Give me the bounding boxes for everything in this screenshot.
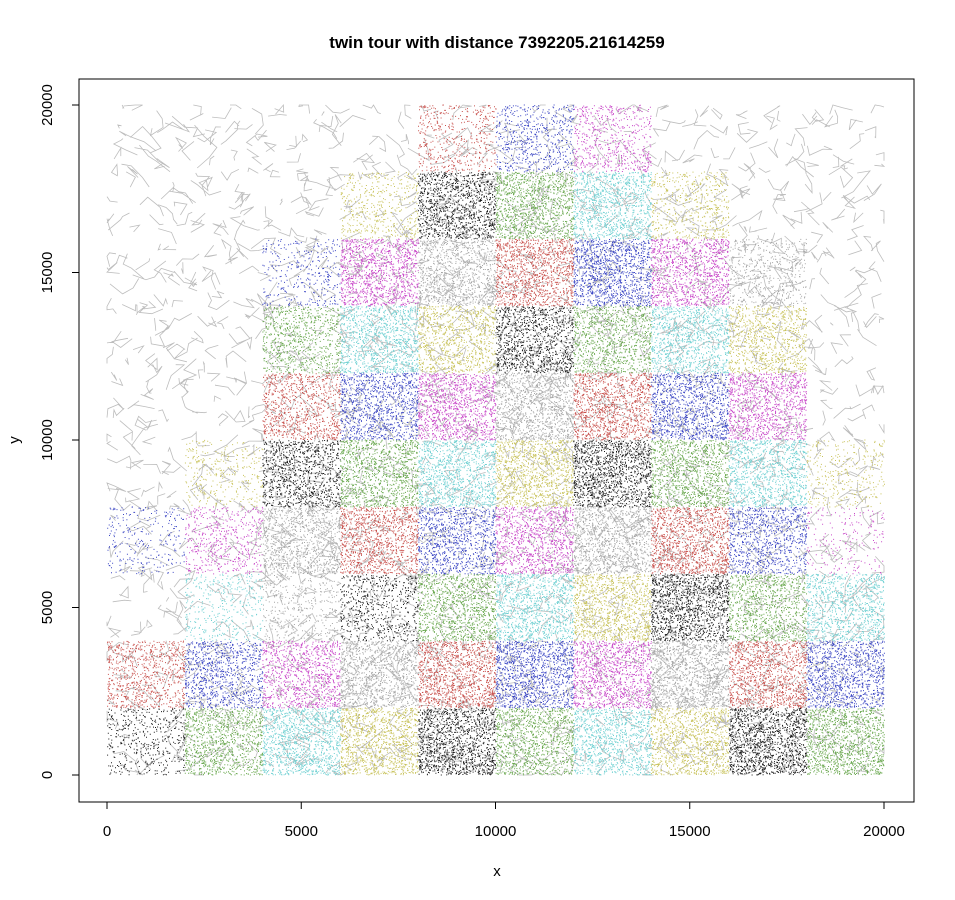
y-tick-label: 5000 — [39, 591, 56, 624]
point-block-blue — [340, 372, 419, 441]
y-tick-label: 10000 — [39, 419, 56, 461]
y-axis: 0 5000 10000 15000 20000 — [39, 84, 80, 779]
point-block-black — [417, 171, 497, 240]
point-block-cyan — [650, 305, 730, 374]
point-block-gray — [417, 238, 497, 307]
point-block-green — [184, 707, 264, 776]
point-block-gray — [573, 506, 652, 575]
point-block-red — [417, 640, 497, 709]
point-block-blue — [650, 372, 730, 441]
point-block-yellow — [806, 439, 885, 508]
point-block-blue — [417, 506, 497, 575]
point-block-cyan — [262, 707, 341, 776]
point-block-green — [495, 707, 575, 776]
point-block-cyan — [573, 707, 652, 776]
point-block-cyan — [573, 171, 652, 240]
point-block-red — [262, 372, 341, 441]
point-block-magenta — [806, 507, 885, 575]
point-block-blue — [573, 238, 652, 307]
point-block-magenta — [728, 372, 808, 441]
point-block-green — [728, 573, 808, 642]
point-block-blue — [806, 640, 885, 709]
point-block-red — [728, 640, 808, 709]
point-block-blue — [496, 104, 575, 173]
y-tick-label: 15000 — [39, 252, 56, 294]
y-tick-label: 20000 — [39, 84, 56, 126]
point-block-magenta — [417, 372, 497, 441]
point-block-red — [495, 238, 575, 307]
x-tick-label: 20000 — [863, 823, 905, 840]
point-block-black — [417, 707, 497, 776]
x-tick-label: 5000 — [285, 823, 318, 840]
point-block-blue — [262, 238, 341, 307]
x-tick-label: 0 — [103, 823, 111, 840]
point-block-gray — [729, 238, 808, 307]
point-block-black — [573, 439, 652, 508]
point-block-magenta — [185, 506, 264, 575]
point-block-black — [651, 573, 730, 642]
point-block-magenta — [495, 506, 574, 575]
data-points — [107, 104, 885, 776]
point-block-magenta — [573, 104, 652, 173]
point-block-blue — [728, 506, 808, 575]
point-block-gray — [650, 640, 730, 709]
point-block-black — [495, 305, 575, 374]
point-block-black — [728, 707, 808, 776]
x-axis-label: x — [493, 863, 501, 880]
point-block-yellow — [650, 707, 730, 776]
point-block-yellow — [728, 305, 808, 374]
point-block-yellow — [650, 171, 730, 240]
x-tick-label: 15000 — [669, 823, 711, 840]
point-block-green — [262, 305, 341, 374]
point-block-magenta — [262, 640, 341, 709]
point-block-red — [418, 104, 497, 173]
point-block-yellow — [573, 573, 652, 642]
point-block-black — [340, 574, 419, 642]
y-tick-label: 0 — [39, 771, 56, 779]
point-block-cyan — [806, 573, 885, 642]
point-block-green — [495, 171, 575, 240]
point-block-magenta — [650, 238, 730, 307]
point-block-gray — [262, 506, 342, 575]
point-block-green — [806, 707, 885, 776]
point-block-green — [650, 439, 730, 508]
x-axis: 0 5000 10000 15000 20000 — [103, 801, 905, 840]
point-block-red — [340, 506, 419, 575]
point-block-yellow — [184, 439, 264, 508]
point-block-gray — [340, 640, 419, 709]
point-block-cyan — [728, 439, 808, 508]
point-block-gray — [495, 372, 574, 441]
point-block-red — [573, 372, 652, 441]
point-block-yellow — [495, 439, 575, 508]
point-block-green — [417, 573, 497, 642]
point-block-cyan — [340, 305, 419, 374]
point-block-cyan — [184, 573, 264, 642]
point-block-green — [340, 439, 419, 508]
point-block-cyan — [417, 439, 497, 508]
point-block-magenta — [573, 640, 652, 709]
point-block-blue — [107, 506, 186, 575]
chart-title: twin tour with distance 7392205.21614259 — [329, 33, 664, 52]
point-block-red — [107, 640, 186, 709]
point-block-magenta — [340, 238, 419, 307]
x-tick-label: 10000 — [475, 823, 517, 840]
point-block-cyan — [495, 573, 575, 642]
point-block-green — [573, 305, 652, 374]
point-block-black — [107, 707, 186, 776]
point-block-blue — [184, 640, 264, 709]
point-block-yellow — [340, 171, 419, 240]
point-block-blue — [495, 640, 575, 709]
point-block-black — [262, 439, 341, 508]
point-block-yellow — [418, 305, 497, 374]
y-axis-label: y — [6, 436, 23, 444]
point-block-gray — [262, 573, 342, 642]
point-block-yellow — [340, 707, 419, 776]
point-block-red — [650, 506, 730, 575]
